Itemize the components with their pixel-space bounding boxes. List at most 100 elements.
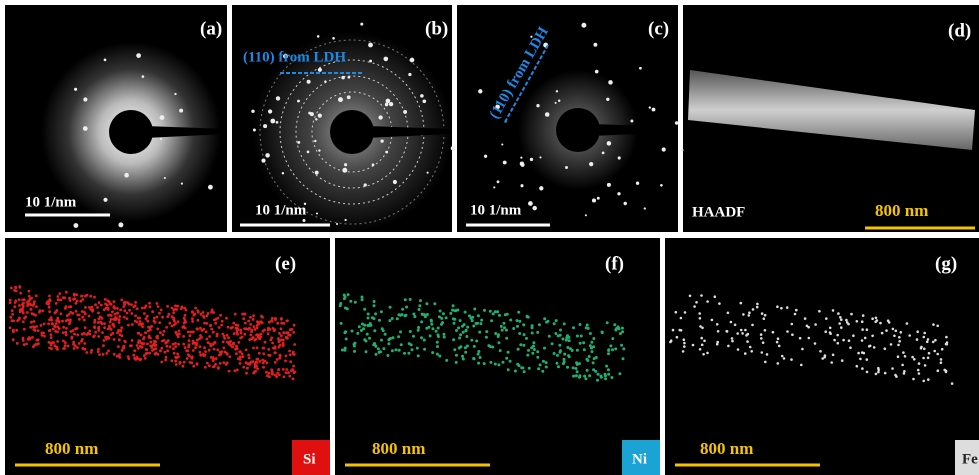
dot [943,369,946,372]
dot [888,321,891,324]
dot [52,341,55,344]
dot [472,325,475,328]
dot [445,316,448,319]
dot [396,317,399,320]
dot [33,300,36,303]
dot [297,100,300,103]
dot [212,311,215,314]
dot [161,340,164,343]
dot [740,329,743,332]
dot [494,310,497,313]
dot [455,329,458,332]
dot [683,338,686,341]
dot [814,342,817,345]
dot [373,304,376,307]
dot [684,311,687,314]
dot [592,198,596,202]
dot [361,296,364,299]
dot [285,371,288,374]
dot [283,375,286,378]
dot [241,352,244,355]
dot [167,339,170,342]
dot [123,301,126,304]
dot [416,347,419,350]
dot [423,313,426,316]
dot [565,339,568,342]
dot [520,161,524,165]
dot [197,319,200,322]
dot [254,370,257,373]
dot [160,138,162,140]
dot [28,295,31,298]
dot [150,341,153,344]
dot [456,309,459,312]
dot [52,328,55,331]
dot [354,342,357,345]
dot [536,350,539,353]
dot [551,342,554,345]
dot [233,332,236,335]
dot [342,168,347,173]
dot [537,367,540,370]
dot [292,353,295,356]
dot [192,365,195,368]
dot [436,341,439,344]
dot [112,324,115,327]
dot [121,334,124,337]
dot [586,369,589,372]
dot [307,80,311,84]
dot [308,112,311,115]
dot [539,156,541,158]
dot [576,349,579,352]
dot [475,322,478,325]
dot [676,336,679,339]
dot [588,355,591,358]
dot [568,339,571,342]
dot [453,348,456,351]
dot [332,37,335,40]
dot [579,323,582,326]
dot [604,373,607,376]
dot [83,342,86,345]
dot [48,306,51,309]
dot [237,341,240,344]
dot [941,348,944,351]
dot [43,335,46,338]
dot [477,314,480,317]
dot [263,329,266,332]
dot [212,359,215,362]
dot [263,124,267,128]
dot [81,316,84,319]
dot [227,326,230,329]
dot [852,334,855,337]
dot [563,322,566,325]
dot [130,312,133,315]
dot [226,353,229,356]
dot [73,223,78,228]
dot [113,300,116,303]
dot [597,373,600,376]
dot [861,339,864,342]
dot [507,368,510,371]
dot [744,352,747,355]
dot [590,341,593,344]
dot [455,361,458,364]
dot [494,332,497,335]
dot [226,334,229,337]
dot [289,353,292,356]
dot [388,319,391,322]
dot [436,345,439,348]
dot [134,320,137,323]
dot [553,352,556,355]
dot [208,364,211,367]
dot [427,172,429,174]
dot [425,302,428,305]
dot [871,317,874,320]
dot [207,341,210,344]
dot [489,310,492,313]
dot [271,342,274,345]
dot [749,346,752,349]
dot [249,334,252,337]
dot [97,350,100,353]
dot [558,344,561,347]
